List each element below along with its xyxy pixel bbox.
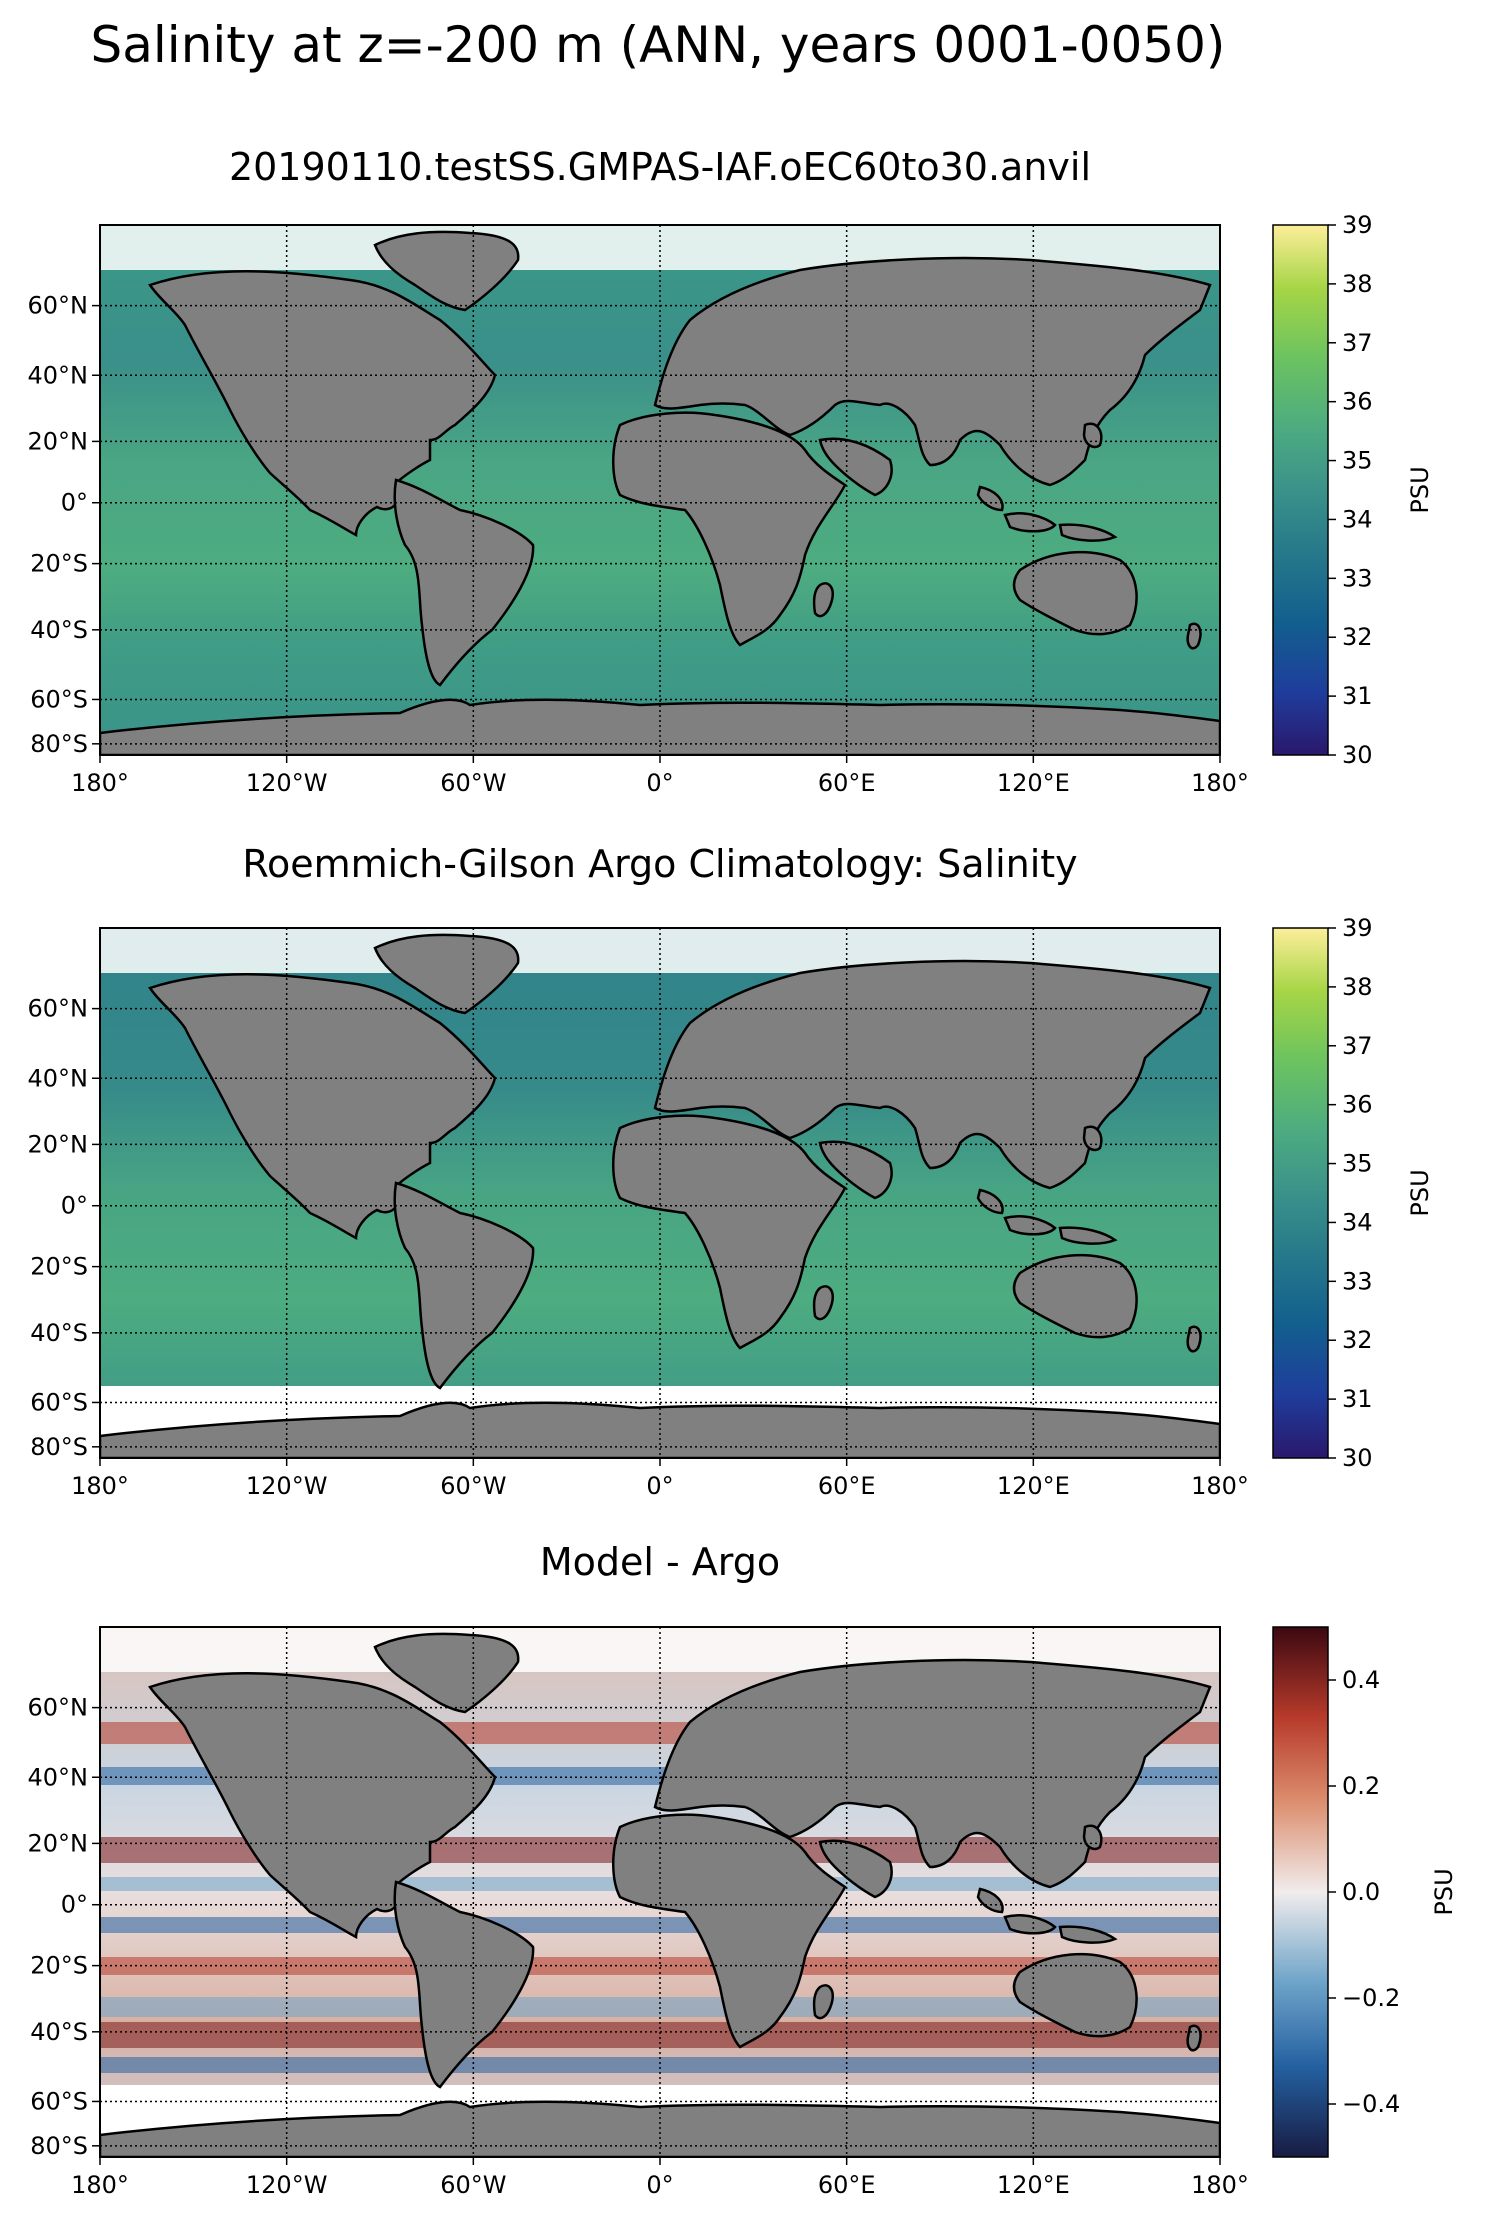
colorbar-tick-label: 31 — [1342, 682, 1373, 710]
colorbar-tick-label: 37 — [1342, 1032, 1373, 1060]
lat-tick-label: 40°N — [28, 1064, 89, 1092]
panel-title: 20190110.testSS.GMPAS-IAF.oEC60to30.anvi… — [229, 145, 1091, 189]
colorbar-tick-label: 35 — [1342, 447, 1373, 475]
colorbar-tick-label: 32 — [1342, 1326, 1373, 1354]
lat-tick-label: 40°S — [30, 2018, 88, 2046]
colorbar-tick-label: 38 — [1342, 973, 1373, 1001]
colorbar-gradient — [1272, 927, 1329, 1459]
lon-tick-label: 60°E — [818, 1472, 876, 1500]
figure-suptitle: Salinity at z=-200 m (ANN, years 0001-00… — [91, 16, 1226, 74]
lat-tick-label: 20°N — [28, 1829, 89, 1857]
colorbar-label: PSU — [1406, 466, 1434, 513]
colorbar-label: PSU — [1406, 1169, 1434, 1216]
colorbar-tick-label: 0.2 — [1342, 1772, 1380, 1800]
lat-tick-label: 20°S — [30, 1253, 88, 1281]
lat-tick-label: 20°S — [30, 550, 88, 578]
lat-tick-label: 40°S — [30, 616, 88, 644]
lon-tick-label: 0° — [646, 1472, 673, 1500]
colorbar-tick-label: 39 — [1342, 211, 1373, 239]
colorbar-tick-label: 36 — [1342, 1091, 1373, 1119]
colorbar-gradient — [1272, 224, 1329, 756]
lon-tick-label: 180° — [71, 2171, 129, 2199]
lon-tick-label: 120°W — [246, 769, 328, 797]
colorbar-tick-label: 0.4 — [1342, 1666, 1380, 1694]
lon-tick-label: 120°E — [997, 1472, 1070, 1500]
colorbar-observations: 39 38 37 36 35 34 33 32 31 30 PSU — [1272, 914, 1434, 1472]
lon-tick-label: 0° — [646, 2171, 673, 2199]
map-difference — [99, 1626, 1221, 2158]
lon-tick-label: 180° — [71, 769, 129, 797]
colorbar-tick-label: 31 — [1342, 1385, 1373, 1413]
colorbar-tick-label: 36 — [1342, 388, 1373, 416]
colorbar-difference: 0.4 0.2 0.0 −0.2 −0.4 PSU — [1272, 1626, 1458, 2158]
lon-tick-label: 120°E — [997, 769, 1070, 797]
panel-model: 20190110.testSS.GMPAS-IAF.oEC60to30.anvi… — [28, 145, 1435, 797]
lat-tick-label: 20°N — [28, 1130, 89, 1158]
panel-difference: Model - Argo 60°N 40°N 20°N 0° 20°S 40°S 60°S 80… — [28, 1540, 1459, 2199]
colorbar-gradient — [1272, 1626, 1329, 2158]
anomaly-band — [100, 1917, 1220, 1933]
colorbar-tick-label: 35 — [1342, 1150, 1373, 1178]
colorbar-label: PSU — [1430, 1868, 1458, 1915]
lon-tick-label: 0° — [646, 769, 673, 797]
lat-tick-label: 60°N — [28, 1694, 89, 1722]
lat-tick-label: 0° — [61, 1891, 88, 1919]
colorbar-tick-label: 33 — [1342, 564, 1373, 592]
lon-tick-label: 120°W — [246, 2171, 328, 2199]
lon-tick-label: 180° — [1191, 769, 1249, 797]
lon-tick-label: 60°W — [440, 769, 506, 797]
colorbar-tick-label: 37 — [1342, 329, 1373, 357]
panel-observations: Roemmich-Gilson Argo Climatology: Salini… — [28, 842, 1435, 1500]
colorbar-model: 39 38 37 36 35 34 33 32 31 30 PSU — [1272, 211, 1434, 769]
lat-tick-label: 60°N — [28, 995, 89, 1023]
map-observations — [99, 927, 1221, 1459]
lat-tick-label: 60°N — [28, 292, 89, 320]
colorbar-tick-label: 34 — [1342, 1208, 1373, 1236]
lat-tick-label: 0° — [61, 1192, 88, 1220]
colorbar-tick-label: −0.2 — [1342, 1984, 1400, 2012]
colorbar-tick-label: −0.4 — [1342, 2090, 1400, 2118]
anomaly-band — [100, 2057, 1220, 2073]
lat-tick-label: 60°S — [30, 685, 88, 713]
lat-tick-label: 80°S — [30, 730, 88, 758]
lon-tick-label: 120°E — [997, 2171, 1070, 2199]
lon-tick-label: 60°W — [440, 1472, 506, 1500]
lat-tick-label: 20°S — [30, 1952, 88, 1980]
lat-tick-label: 40°N — [28, 1763, 89, 1791]
lat-tick-label: 80°S — [30, 2132, 88, 2160]
colorbar-tick-label: 0.0 — [1342, 1878, 1380, 1906]
lon-tick-label: 60°E — [818, 769, 876, 797]
lat-tick-label: 20°N — [28, 427, 89, 455]
map-model — [99, 224, 1221, 756]
colorbar-tick-label: 30 — [1342, 1444, 1373, 1472]
anomaly-band — [100, 2022, 1220, 2048]
lat-tick-label: 60°S — [30, 1388, 88, 1416]
lat-tick-label: 40°S — [30, 1319, 88, 1347]
lon-tick-label: 60°W — [440, 2171, 506, 2199]
colorbar-tick-label: 34 — [1342, 505, 1373, 533]
lon-tick-label: 180° — [1191, 2171, 1249, 2199]
colorbar-tick-label: 39 — [1342, 914, 1373, 942]
colorbar-tick-label: 30 — [1342, 741, 1373, 769]
lon-tick-label: 180° — [1191, 1472, 1249, 1500]
lon-tick-label: 180° — [71, 1472, 129, 1500]
colorbar-tick-label: 38 — [1342, 270, 1373, 298]
panel-title: Model - Argo — [540, 1540, 780, 1584]
panel-title: Roemmich-Gilson Argo Climatology: Salini… — [242, 842, 1077, 886]
lon-tick-label: 60°E — [818, 2171, 876, 2199]
lat-tick-label: 60°S — [30, 2087, 88, 2115]
colorbar-tick-label: 32 — [1342, 623, 1373, 651]
lat-tick-label: 80°S — [30, 1433, 88, 1461]
lat-tick-label: 0° — [61, 489, 88, 517]
lon-tick-label: 120°W — [246, 1472, 328, 1500]
colorbar-tick-label: 33 — [1342, 1267, 1373, 1295]
lat-tick-label: 40°N — [28, 361, 89, 389]
